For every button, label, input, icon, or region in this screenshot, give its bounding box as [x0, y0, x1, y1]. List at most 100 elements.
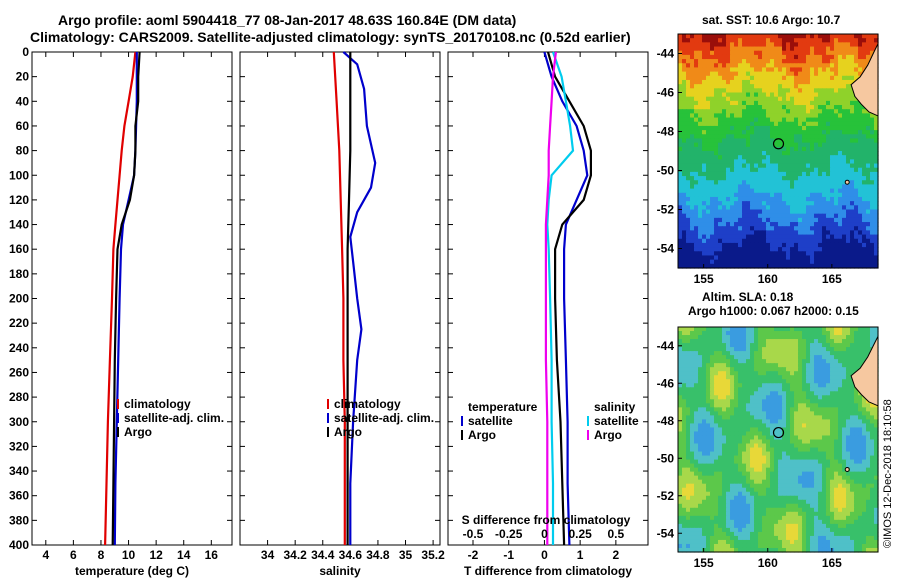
x-tick-label: 34.2 — [283, 548, 307, 562]
depth-tick-label: 200 — [9, 292, 29, 306]
series-line-climatology — [104, 51, 137, 546]
map-lat-tick-label: -54 — [657, 526, 675, 540]
legend-label: satellite — [594, 414, 639, 428]
sla-map-title: Altim. SLA: 0.18 — [702, 290, 794, 304]
sst-map-title: sat. SST: 10.6 Argo: 10.7 — [702, 13, 841, 27]
depth-tick-label: 300 — [9, 415, 29, 429]
panel-temperature: 0 20 40 60 80 100 120 140 160 180 200 220 240 260 280 3… — [9, 45, 233, 578]
panel-frame-temperature — [31, 51, 233, 546]
depth-tick-label: 340 — [9, 464, 29, 478]
land-new-zealand — [850, 43, 879, 117]
land-island — [844, 179, 850, 185]
legend-label: Argo — [594, 428, 622, 442]
series-line-t-satellite — [543, 51, 589, 546]
map-lat-tick-label: -54 — [657, 242, 675, 256]
argo-location-marker — [772, 426, 785, 439]
x-tick-label: 0 — [541, 548, 548, 562]
map-lon-tick-label: 155 — [694, 272, 714, 286]
land-island — [844, 467, 850, 472]
depth-tick-label: 140 — [9, 218, 29, 232]
x-tick-label: 1 — [577, 548, 584, 562]
map-cells-sla — [678, 327, 879, 553]
map-lat-tick-label: -44 — [657, 339, 675, 353]
x-tick-label: -1 — [503, 548, 514, 562]
legend-label: satellite-adj. clim. — [334, 411, 434, 425]
map-sst: 155 160 165 -44 -46 -48 -50 -52 -54 — [657, 33, 879, 286]
depth-tick-label: 280 — [9, 390, 29, 404]
legend-label: satellite-adj. clim. — [124, 411, 224, 425]
map-sla: 155 160 165 -44 -46 -48 -50 -52 -54 — [657, 326, 879, 570]
legend-label: satellite — [468, 414, 513, 428]
x-tick-label: 14 — [177, 548, 191, 562]
map-lon-tick-label: 165 — [822, 556, 842, 570]
map-lon-tick-label: 165 — [822, 272, 842, 286]
s-tick-label: 0.5 — [608, 527, 625, 541]
map-lat-tick-label: -46 — [657, 86, 675, 100]
map-lat-tick-label: -48 — [657, 125, 675, 139]
x-axis-label-difference: T difference from climatology — [464, 564, 632, 578]
x-tick-label: 6 — [70, 548, 77, 562]
s-tick-label: -0.5 — [463, 527, 484, 541]
depth-tick-label: 180 — [9, 267, 29, 281]
legend-label: Argo — [334, 425, 362, 439]
x-axis-label-salinity: salinity — [319, 564, 361, 578]
legend-title-temperature: temperature — [468, 400, 538, 414]
profile-panels: 0204060801001201401601802002202402602803… — [9, 45, 649, 578]
s-tick-label: -0.25 — [495, 527, 523, 541]
x-tick-label: 34.6 — [339, 548, 363, 562]
legend-label: climatology — [334, 397, 401, 411]
x-tick-label: 2 — [613, 548, 620, 562]
x-tick-label: 35 — [399, 548, 413, 562]
depth-tick-label: 0 — [22, 45, 29, 59]
series-line-s-satellite — [546, 51, 575, 545]
x-tick-label: 34 — [261, 548, 275, 562]
x-tick-label: 8 — [98, 548, 105, 562]
figure-title-line1: Argo profile: aoml 5904418_77 08-Jan-201… — [58, 12, 517, 28]
legend-label: Argo — [124, 425, 152, 439]
depth-tick-label: 40 — [16, 94, 30, 108]
legend-label: Argo — [468, 428, 496, 442]
depth-tick-label: 220 — [9, 316, 29, 330]
depth-tick-label: 380 — [9, 513, 29, 527]
map-frame-sst — [677, 33, 879, 269]
panel-difference: -2 -1 0 1 2 T difference from climatology temp… — [447, 51, 649, 578]
series-line-t-argo — [546, 51, 593, 546]
depth-tick-label: 320 — [9, 439, 29, 453]
depth-tick-label: 360 — [9, 489, 29, 503]
series-line-s-argo — [544, 51, 557, 545]
panel-salinity: 34 34.2 34.4 34.6 34.8 35 35.2 salinity climatol… — [239, 51, 445, 578]
x-tick-label: 16 — [205, 548, 219, 562]
depth-tick-label: 100 — [9, 168, 29, 182]
map-cells-sst — [678, 34, 879, 269]
depth-tick-label: 400 — [9, 538, 29, 552]
land-new-zealand — [850, 336, 879, 407]
map-lat-tick-label: -52 — [657, 489, 675, 503]
x-tick-label: 10 — [122, 548, 136, 562]
depth-tick-label: 60 — [16, 119, 30, 133]
map-lat-tick-label: -50 — [657, 164, 675, 178]
series-line-satellite-adj.-clim. — [342, 51, 377, 545]
top-x-axis-label-difference: S difference from climatology — [462, 513, 631, 527]
map-lat-tick-label: -46 — [657, 376, 675, 390]
s-tick-label: 0 — [541, 527, 548, 541]
x-tick-label: -2 — [468, 548, 479, 562]
figure-title-line2: Climatology: CARS2009. Satellite-adjuste… — [30, 29, 631, 45]
series-line-climatology — [332, 51, 346, 545]
x-tick-label: 34.4 — [311, 548, 335, 562]
x-tick-label: 4 — [42, 548, 49, 562]
map-panels: 155 160 165 -44 -46 -48 -50 -52 -54 155 160 165 -44 -… — [657, 33, 879, 570]
argo-location-marker — [772, 138, 785, 150]
sla-map-subtitle: Argo h1000: 0.067 h2000: 0.15 — [688, 304, 859, 318]
depth-tick-label: 20 — [16, 70, 30, 84]
map-frame-sla — [677, 326, 879, 553]
legend-title-salinity: salinity — [594, 400, 636, 414]
x-axis-label-temperature: temperature (deg C) — [75, 564, 189, 578]
depth-tick-label: 160 — [9, 242, 29, 256]
x-tick-label: 34.8 — [366, 548, 390, 562]
map-lat-tick-label: -48 — [657, 414, 675, 428]
depth-tick-label: 80 — [16, 144, 30, 158]
depth-tick-label: 260 — [9, 365, 29, 379]
map-lon-tick-label: 160 — [758, 272, 778, 286]
legend-label: climatology — [124, 397, 191, 411]
